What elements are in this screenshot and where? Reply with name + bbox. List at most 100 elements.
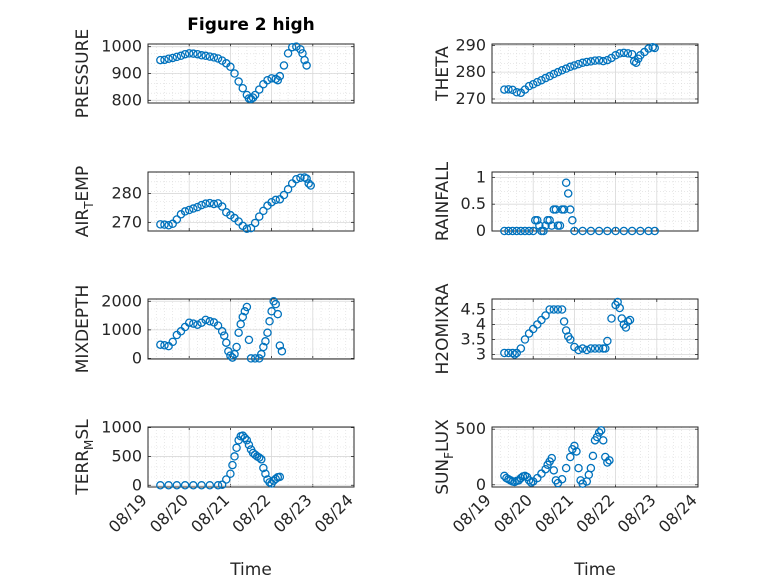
- data-point: [228, 460, 237, 470]
- data-point: [623, 317, 633, 326]
- data-point: [242, 302, 252, 312]
- data-point: [547, 221, 556, 230]
- data-point: [201, 51, 210, 61]
- x-tick-label: 08/21: [187, 490, 233, 536]
- x-tick-label: 08/22: [228, 490, 274, 536]
- y-axis-label: TERRMSL: [73, 419, 96, 496]
- x-tick-label: 08/19: [449, 490, 495, 536]
- data-point: [504, 85, 513, 94]
- data-point: [561, 64, 571, 73]
- data-point: [209, 53, 219, 62]
- axes-box: [147, 171, 355, 232]
- y-tick-label: 800: [111, 90, 142, 109]
- y-axis-label: AIRTEMP: [73, 166, 96, 237]
- data-point: [559, 205, 569, 214]
- data-point: [574, 345, 583, 355]
- data-point: [189, 49, 198, 58]
- data-point: [644, 226, 653, 236]
- y-tick-label: 280: [111, 184, 142, 203]
- data-point: [549, 69, 559, 79]
- x-tick-label: 08/20: [490, 490, 536, 536]
- y-tick-label: 2000: [101, 291, 142, 310]
- data-point: [619, 48, 629, 58]
- data-point: [230, 452, 239, 461]
- x-tick-label: 08/22: [572, 490, 618, 536]
- y-tick-label: 1: [476, 167, 486, 186]
- data-point: [557, 66, 567, 75]
- data-point: [528, 226, 538, 236]
- y-axis-label-subscript: F: [442, 452, 456, 459]
- panel-4: 0 1000 2000 MIXDEPTH: [73, 285, 355, 373]
- data-point: [547, 453, 556, 463]
- data-point: [508, 226, 517, 236]
- data-point: [296, 173, 305, 183]
- y-tick-label: 4.5: [461, 300, 486, 319]
- data-point: [156, 340, 165, 349]
- data-point: [524, 476, 534, 485]
- data-point: [217, 480, 227, 489]
- y-tick-label: 0: [132, 348, 142, 367]
- data-point: [302, 61, 311, 70]
- x-tick-label: 08/23: [614, 490, 660, 536]
- data-point: [201, 199, 210, 208]
- data-point: [516, 344, 526, 353]
- panel-3: 0 0.5 1 RAINFALL: [433, 161, 699, 241]
- data-point: [168, 53, 177, 63]
- y-axis-label-part: TERR: [73, 450, 93, 496]
- x-tick-label: 08/24: [655, 490, 701, 536]
- data-point: [254, 354, 264, 363]
- data-point: [636, 226, 645, 236]
- data-point: [520, 226, 530, 236]
- data-point: [545, 216, 554, 225]
- data-point: [213, 321, 223, 330]
- data-point: [172, 215, 182, 224]
- data-point: [246, 223, 256, 233]
- data-point: [300, 55, 309, 65]
- panel-7: 0500SUNFLUX08/1908/2008/2108/2208/2308/2…: [433, 419, 701, 537]
- data-point: [553, 305, 563, 314]
- data-point: [582, 345, 592, 355]
- data-point: [283, 185, 293, 194]
- data-point: [246, 354, 256, 363]
- data-point: [541, 311, 550, 320]
- y-tick-label: 0: [476, 221, 486, 240]
- data-point: [549, 466, 559, 475]
- data-point: [619, 226, 629, 236]
- figure-title: Figure 2 high: [187, 15, 315, 35]
- y-tick-label: 4: [476, 315, 486, 334]
- data-point: [557, 474, 567, 484]
- data-point: [259, 342, 268, 352]
- data-point: [205, 317, 215, 326]
- data-point: [213, 481, 223, 490]
- y-axis-label: RAINFALL: [433, 161, 453, 241]
- data-point: [528, 79, 538, 89]
- data-point: [205, 198, 215, 208]
- data-point: [238, 84, 248, 93]
- data-point: [277, 347, 287, 356]
- y-axis-label-part: LUX: [433, 419, 453, 452]
- data-point: [205, 481, 215, 490]
- data-point: [164, 481, 173, 490]
- data-point: [520, 335, 530, 344]
- data-point: [193, 202, 202, 212]
- data-point: [611, 226, 620, 236]
- data-point: [561, 463, 571, 473]
- data-point: [234, 328, 243, 337]
- data-point: [625, 315, 635, 325]
- data-point: [549, 305, 559, 314]
- data-point: [594, 226, 604, 236]
- data-point: [603, 226, 612, 236]
- data-point: [164, 220, 173, 230]
- y-tick-label: 1000: [101, 418, 142, 437]
- data-point: [566, 62, 575, 72]
- data-point: [160, 220, 169, 229]
- data-point: [557, 305, 567, 314]
- data-point: [232, 342, 241, 352]
- data-point: [156, 220, 165, 229]
- y-axis-label-part: AIR: [73, 209, 93, 238]
- data-point: [627, 226, 637, 236]
- y-axis-label-subscript: T: [82, 201, 96, 210]
- x-axis-label-right: Time: [573, 560, 616, 580]
- data-point: [508, 348, 517, 358]
- data-point: [570, 61, 579, 70]
